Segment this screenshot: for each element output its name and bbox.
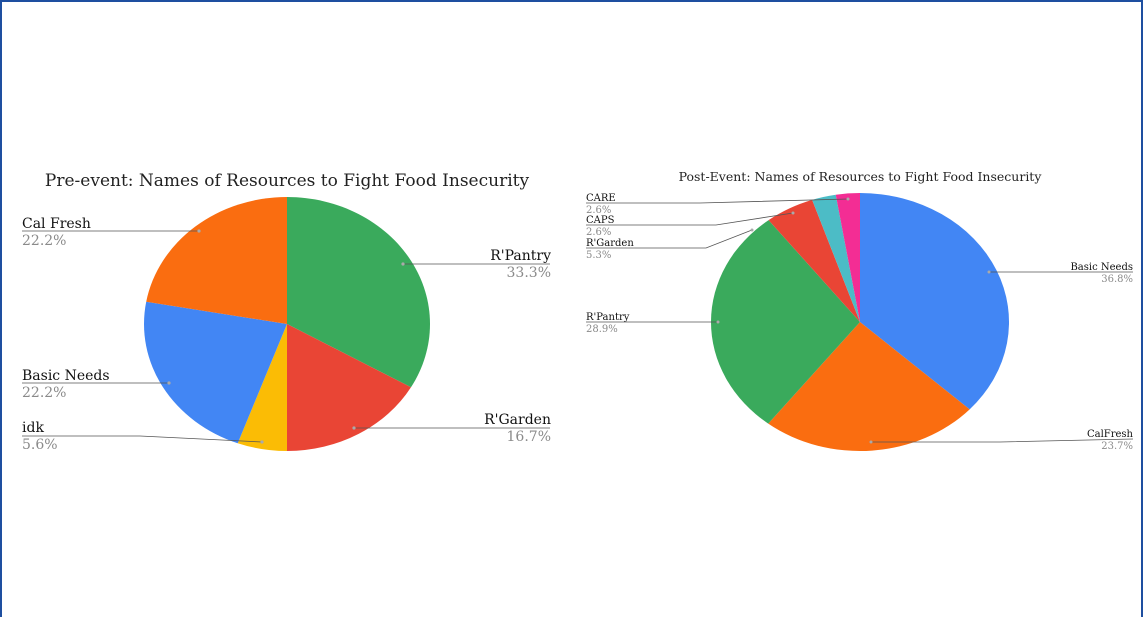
leader-line-idk — [22, 435, 263, 443]
slice-label-rpantry: R'Pantry — [490, 248, 551, 264]
slice-label-post-rgarden: R'Garden — [586, 238, 634, 249]
slice-value-rpantry: 33.3% — [507, 265, 551, 281]
pre-event-slice-cal-fresh — [146, 197, 287, 324]
leader-dot-post-calfresh — [869, 440, 873, 444]
slice-label-post-calfresh: CalFresh — [1087, 429, 1134, 440]
slice-label-basic-needs: Basic Needs — [22, 368, 110, 384]
slice-label-post-basic-needs: Basic Needs — [1070, 262, 1133, 273]
slice-label-post-caps: CAPS — [586, 215, 615, 226]
post-event-slices — [710, 193, 1010, 452]
leader-dot-post-basic-needs — [987, 270, 991, 274]
post-event-slice-r-pantry — [710, 220, 860, 424]
slice-value-post-rgarden: 5.3% — [586, 250, 611, 261]
pre-event-slice-r-pantry — [287, 197, 430, 388]
slice-value-post-basic-needs: 36.8% — [1101, 274, 1133, 285]
leader-line-post-rgarden — [586, 229, 753, 249]
post-event-pie-chart: Post-Event: Names of Resources to Fight … — [586, 169, 1134, 452]
leader-dot-rpantry — [401, 262, 405, 266]
slice-value-post-rpantry: 28.9% — [586, 324, 618, 335]
leader-dot-post-rpantry — [716, 320, 720, 324]
pre-event-slice-idk — [237, 324, 287, 451]
leader-dot-cal-fresh — [197, 229, 201, 233]
pre-event-chart-title: Pre-event: Names of Resources to Fight F… — [45, 171, 530, 191]
slice-label-post-rpantry: R'Pantry — [586, 312, 630, 323]
leader-dot-rgarden — [352, 426, 356, 430]
leader-dot-post-care — [846, 197, 850, 201]
leader-line-post-caps — [586, 212, 794, 226]
slice-label-post-care: CARE — [586, 193, 616, 204]
pre-event-slice-r-garden — [287, 324, 411, 451]
slice-value-cal-fresh: 22.2% — [22, 233, 66, 249]
leader-line-post-care — [586, 198, 849, 204]
leader-line-post-calfresh — [871, 438, 1134, 443]
leader-dot-post-rgarden — [750, 228, 754, 232]
post-event-slice-care — [835, 193, 860, 322]
post-event-slice-caps — [812, 194, 860, 322]
post-event-slice-r-garden — [768, 199, 860, 322]
slice-value-post-calfresh: 23.7% — [1101, 441, 1133, 452]
slice-label-cal-fresh: Cal Fresh — [22, 216, 91, 232]
slice-value-post-caps: 2.6% — [586, 227, 611, 238]
slice-label-rgarden: R'Garden — [484, 412, 551, 428]
pre-event-slice-basic-needs — [144, 301, 287, 444]
slice-label-idk: idk — [22, 420, 44, 436]
slice-value-basic-needs: 22.2% — [22, 385, 66, 401]
post-event-slice-basic-needs — [860, 193, 1010, 410]
slice-value-idk: 5.6% — [22, 437, 58, 453]
pre-event-slices — [144, 197, 430, 451]
pre-event-pie-chart: Pre-event: Names of Resources to Fight F… — [22, 171, 551, 453]
pre-event-labels: R'Pantry 33.3% R'Garden 16.7% idk 5.6% B… — [22, 216, 551, 453]
post-event-labels: Basic Needs 36.8% CalFresh 23.7% R'Pantr… — [586, 193, 1134, 452]
leader-dot-basic-needs — [167, 381, 171, 385]
leader-dot-idk — [260, 440, 264, 444]
slice-value-rgarden: 16.7% — [507, 429, 551, 445]
post-event-chart-title: Post-Event: Names of Resources to Fight … — [679, 169, 1043, 184]
leader-dot-post-caps — [791, 211, 795, 215]
post-event-slice-calfresh — [768, 322, 970, 452]
slice-value-post-care: 2.6% — [586, 205, 611, 216]
